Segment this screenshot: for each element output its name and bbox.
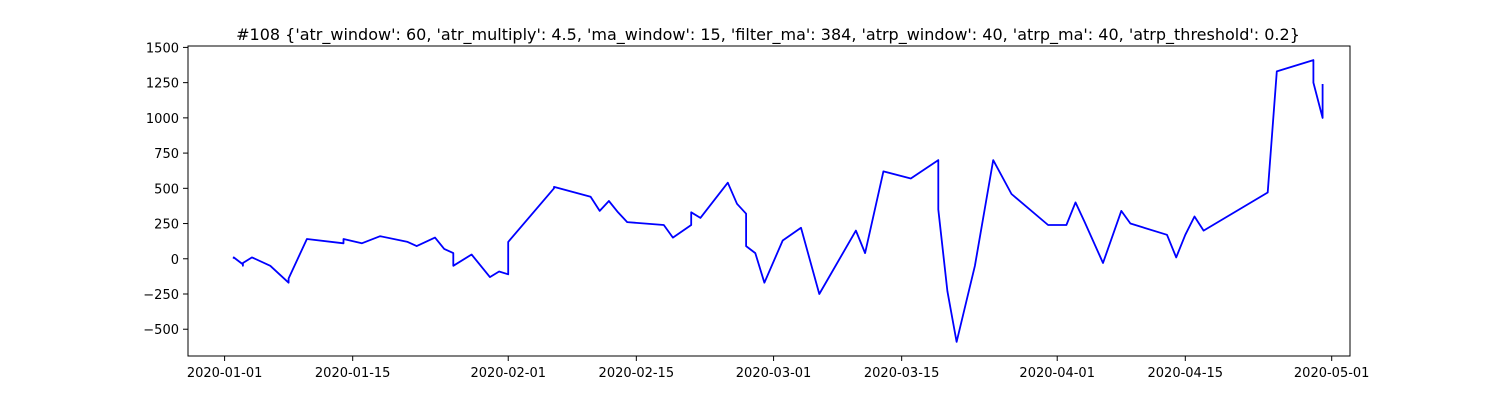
- x-tick-label: 2020-04-01: [1019, 366, 1095, 381]
- x-tick-label: 2020-04-15: [1148, 366, 1224, 381]
- x-tick-label: 2020-05-01: [1294, 366, 1370, 381]
- x-tick-label: 2020-02-15: [599, 366, 675, 381]
- x-tick-label: 2020-01-15: [315, 366, 391, 381]
- series-line-0: [232, 59, 1324, 343]
- plot-frame: [187, 45, 1351, 357]
- y-tick-label: 750: [154, 147, 179, 162]
- y-tick-label: 0: [171, 253, 179, 268]
- x-axis: 2020-01-01 2020-01-15 2020-02-01 2020-02-15…: [187, 356, 1370, 381]
- x-tick-label: 2020-02-01: [470, 366, 546, 381]
- y-tick-label: 1000: [146, 112, 179, 127]
- x-tick-label: 2020-03-01: [736, 366, 812, 381]
- y-tick-label: −500: [143, 323, 179, 338]
- chart-title: #108 {'atr_window': 60, 'atr_multiply': …: [236, 25, 1300, 45]
- y-axis: −500 −250 0 250 500 750 1000 1250 1500: [143, 41, 188, 338]
- y-tick-label: −250: [143, 288, 179, 303]
- x-tick-label: 2020-03-15: [864, 366, 940, 381]
- y-tick-label: 500: [154, 182, 179, 197]
- y-tick-label: 250: [154, 218, 179, 233]
- x-tick-label: 2020-01-01: [187, 366, 263, 381]
- y-tick-label: 1500: [146, 41, 179, 56]
- y-tick-label: 1250: [146, 77, 179, 92]
- plot-area: [187, 45, 1351, 357]
